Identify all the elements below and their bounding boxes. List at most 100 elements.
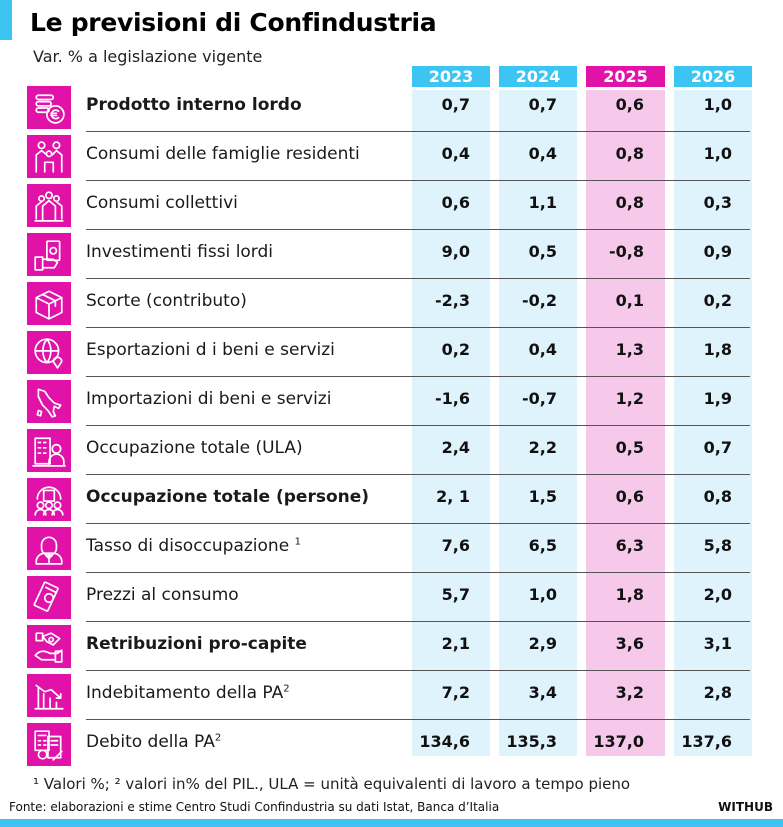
coins-euro-icon: [27, 86, 71, 129]
cell-value-2023: 0,4: [441, 144, 470, 163]
cell-value-2024: 2,2: [528, 438, 557, 457]
cell-value-2023: 0,2: [441, 340, 470, 359]
brand-logo: WITHUB: [718, 800, 773, 814]
row-label: Importazioni di beni e servizi: [86, 389, 331, 409]
table-row: Consumi delle famiglie residenti 0,4 0,4 0,…: [0, 131, 783, 180]
group-people-icon: [27, 184, 71, 227]
row-label-text: Consumi collettivi: [86, 193, 238, 213]
cell-value-2024: 3,4: [528, 683, 557, 702]
cell-value-2025: 1,2: [615, 389, 644, 408]
cell-value-2023: 7,2: [441, 683, 470, 702]
cell-value-2024: -0,7: [522, 389, 557, 408]
italy-map-icon: [27, 380, 71, 423]
hand-money-icon: [27, 233, 71, 276]
cell-value-2026: 0,2: [703, 291, 732, 310]
cell-value-2025: 0,8: [615, 144, 644, 163]
row-label: Scorte (contributo): [86, 291, 247, 311]
cell-value-2023: 7,6: [441, 536, 470, 555]
cell-value-2023: 2,4: [441, 438, 470, 457]
cell-value-2026: 0,3: [703, 193, 732, 212]
cell-value-2024: 1,0: [528, 585, 557, 604]
row-label: Consumi collettivi: [86, 193, 238, 213]
cell-value-2026: 0,9: [703, 242, 732, 261]
row-divider: [86, 229, 750, 230]
cell-value-2024: 0,4: [528, 144, 557, 163]
cell-value-2026: 1,9: [703, 389, 732, 408]
page-subtitle: Var. % a legislazione vigente: [33, 47, 263, 66]
column-bg-2026: [674, 90, 752, 756]
page-title: Le previsioni di Confindustria: [30, 8, 437, 37]
bottom-accent-bar: [0, 819, 783, 827]
cell-value-2023: -1,6: [435, 389, 470, 408]
cell-value-2025: 1,8: [615, 585, 644, 604]
cell-value-2025: 3,2: [615, 683, 644, 702]
cell-value-2026: 0,7: [703, 438, 732, 457]
box-icon: [27, 282, 71, 325]
cell-value-2023: 0,6: [441, 193, 470, 212]
cell-value-2026: 1,0: [703, 95, 732, 114]
row-divider: [86, 670, 750, 671]
column-bg-2023: [412, 90, 490, 756]
table-row: Occupazione totale (persone) 2, 1 1,5 0,6 0,…: [0, 474, 783, 523]
cell-value-2026: 2,0: [703, 585, 732, 604]
row-label: Indebitamento della PA2: [86, 683, 290, 703]
table-row: Investimenti fissi lordi 9,0 0,5 -0,8 0,9: [0, 229, 783, 278]
row-label: Occupazione totale (ULA): [86, 438, 303, 458]
row-divider: [86, 376, 750, 377]
cell-value-2025: 0,1: [615, 291, 644, 310]
row-label-text: Prodotto interno lordo: [86, 95, 302, 115]
row-label-text: Indebitamento della PA: [86, 683, 284, 703]
footnote: ¹ Valori %; ² valori in% del PIL., ULA =…: [33, 775, 631, 793]
cell-value-2023: 0,7: [441, 95, 470, 114]
footnote-marker: 1: [294, 536, 301, 548]
cell-value-2024: 135,3: [506, 732, 557, 751]
row-label: Investimenti fissi lordi: [86, 242, 273, 262]
cell-value-2025: 0,8: [615, 193, 644, 212]
hand-salary-icon: [27, 625, 71, 668]
row-divider: [86, 425, 750, 426]
calculator-document-icon: [27, 723, 71, 766]
row-label: Prodotto interno lordo: [86, 95, 302, 115]
row-label-text: Tasso di disoccupazione: [86, 536, 290, 556]
row-label: Prezzi al consumo: [86, 585, 239, 605]
row-label-text: Debito della PA: [86, 732, 215, 752]
cell-value-2026: 1,0: [703, 144, 732, 163]
declining-chart-icon: [27, 674, 71, 717]
cell-value-2025: -0,8: [609, 242, 644, 261]
cell-value-2024: -0,2: [522, 291, 557, 310]
cell-value-2025: 137,0: [593, 732, 644, 751]
banknotes-icon: [27, 576, 71, 619]
cell-value-2025: 0,6: [615, 95, 644, 114]
cell-value-2023: 2, 1: [436, 487, 470, 506]
row-label: Tasso di disoccupazione 1: [86, 536, 301, 556]
cell-value-2024: 1,1: [528, 193, 557, 212]
row-divider: [86, 131, 750, 132]
column-header: 2026: [674, 66, 752, 87]
cell-value-2026: 5,8: [703, 536, 732, 555]
row-label-text: Occupazione totale (persone): [86, 487, 370, 507]
table-row: Prezzi al consumo 5,7 1,0 1,8 2,0: [0, 572, 783, 621]
cell-value-2023: 5,7: [441, 585, 470, 604]
row-label-text: Occupazione totale (ULA): [86, 438, 303, 458]
table-row: Tasso di disoccupazione 1 7,6 6,5 6,3 5,8: [0, 523, 783, 572]
table-row: Indebitamento della PA2 7,2 3,4 3,2 2,8: [0, 670, 783, 719]
row-divider: [86, 719, 750, 720]
row-label-text: Investimenti fissi lordi: [86, 242, 274, 262]
table-row: Retribuzioni pro-capite 2,1 2,9 3,6 3,1: [0, 621, 783, 670]
cell-value-2025: 1,3: [615, 340, 644, 359]
row-label: Esportazioni d i beni e servizi: [86, 340, 335, 360]
cell-value-2026: 137,6: [681, 732, 732, 751]
cell-value-2026: 1,8: [703, 340, 732, 359]
cell-value-2025: 6,3: [615, 536, 644, 555]
row-divider: [86, 572, 750, 573]
table-row: Occupazione totale (ULA) 2,4 2,2 0,5 0,7: [0, 425, 783, 474]
cell-value-2023: 2,1: [441, 634, 470, 653]
row-divider: [86, 621, 750, 622]
row-label: Occupazione totale (persone): [86, 487, 369, 507]
cell-value-2023: 9,0: [441, 242, 470, 261]
footnote-marker: 2: [214, 732, 222, 744]
cell-value-2026: 2,8: [703, 683, 732, 702]
cell-value-2025: 0,5: [615, 438, 644, 457]
column-bg-2025: [586, 90, 665, 756]
footnote-marker: 2: [283, 683, 290, 695]
